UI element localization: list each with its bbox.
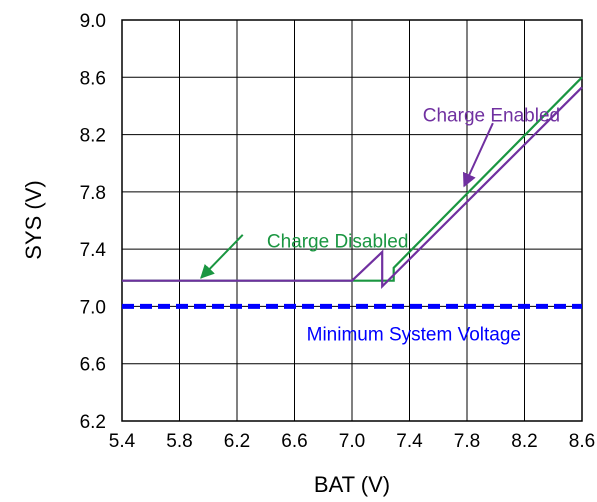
annotation-arrow bbox=[462, 122, 494, 188]
annotation-arrow bbox=[200, 234, 244, 279]
x-tick-label: 8.6 bbox=[569, 431, 595, 452]
x-tick-label: 7.4 bbox=[396, 431, 423, 452]
x-tick-label: 5.8 bbox=[166, 431, 192, 452]
series-group bbox=[122, 76, 583, 309]
plot-frame bbox=[121, 19, 583, 422]
y-axis-title: SYS (V) bbox=[21, 180, 46, 259]
x-axis-title: BAT (V) bbox=[314, 472, 390, 497]
x-tick-label: 7.8 bbox=[454, 431, 480, 452]
y-tick-label: 8.2 bbox=[80, 126, 106, 147]
x-tick-labels: 5.4 5.8 6.2 6.6 7.0 7.4 7.8 8.2 8.6 bbox=[109, 431, 595, 452]
y-tick-labels: 9.0 8.6 8.2 7.8 7.4 7.0 6.6 6.2 bbox=[80, 11, 107, 433]
x-tick-label: 5.4 bbox=[109, 431, 136, 452]
x-tick-label: 8.2 bbox=[511, 431, 537, 452]
y-tick-label: 7.8 bbox=[80, 183, 106, 204]
x-tick-label: 6.6 bbox=[281, 431, 307, 452]
annotations-group: Charge Enabled Charge Disabled Minimum Sys… bbox=[200, 106, 560, 346]
x-tick-label: 7.0 bbox=[339, 431, 365, 452]
annotation-label: Charge Disabled bbox=[267, 232, 409, 253]
x-tick-label: 6.2 bbox=[224, 431, 250, 452]
y-tick-label: 6.2 bbox=[80, 412, 106, 433]
grid bbox=[121, 19, 583, 422]
y-tick-label: 8.6 bbox=[80, 68, 106, 89]
y-tick-label: 6.6 bbox=[80, 355, 106, 376]
y-tick-label: 9.0 bbox=[80, 11, 106, 32]
series-line-charge-enabled bbox=[122, 86, 583, 290]
annotation-label: Minimum System Voltage bbox=[307, 325, 521, 346]
annotation-label: Charge Enabled bbox=[423, 106, 560, 127]
y-tick-label: 7.4 bbox=[80, 240, 107, 261]
y-tick-label: 7.0 bbox=[80, 297, 106, 318]
